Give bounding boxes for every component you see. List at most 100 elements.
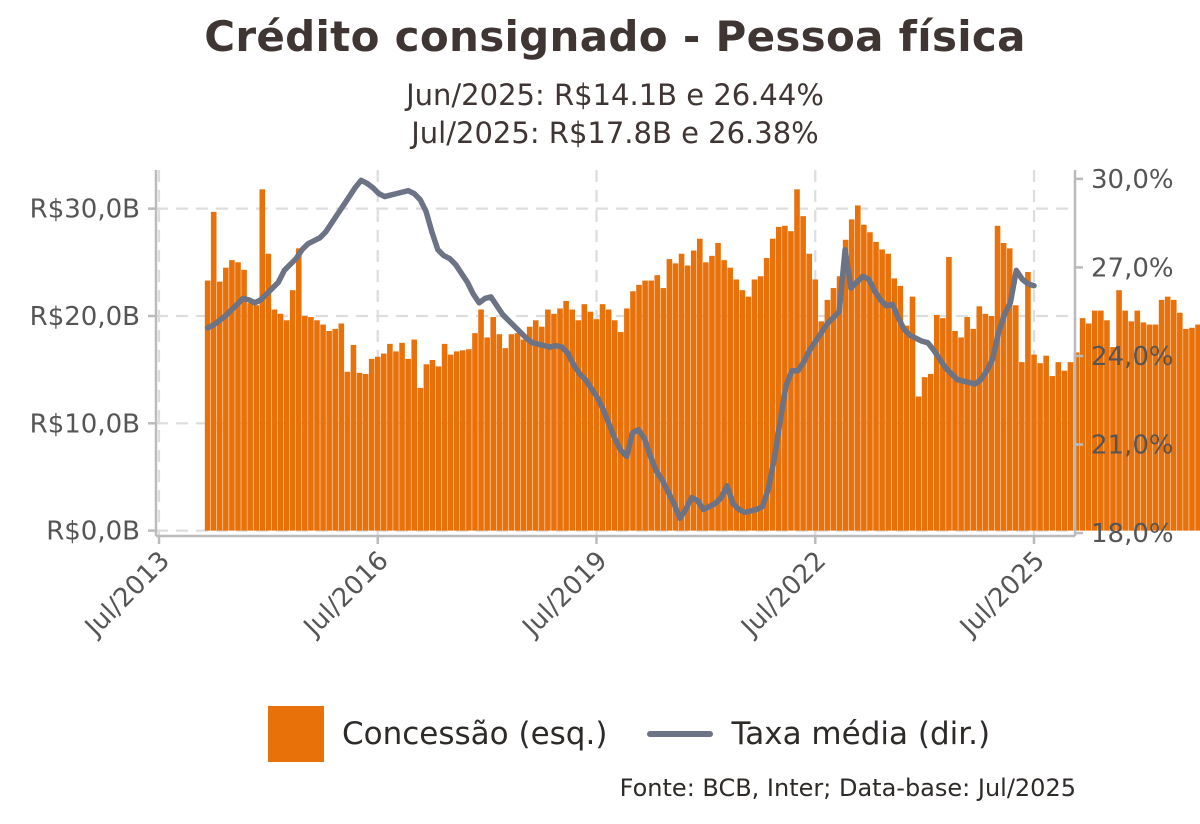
bar	[861, 224, 867, 531]
bar	[666, 259, 673, 531]
bar	[818, 321, 825, 531]
bar	[368, 358, 375, 531]
bar	[247, 303, 253, 531]
bar	[1055, 362, 1062, 531]
bar	[672, 263, 679, 531]
y-right-tick-label: 21,0%	[1091, 431, 1174, 461]
bar	[854, 205, 861, 531]
bar	[241, 269, 247, 531]
bar	[204, 280, 211, 531]
legend-label-taxa-media: Taxa média (dir.)	[731, 716, 991, 752]
bar	[958, 337, 964, 531]
bar	[715, 242, 721, 531]
y-right-tick-label: 27,0%	[1091, 253, 1174, 283]
bar	[964, 317, 970, 531]
y-left-tick-label: R$20,0B	[30, 302, 140, 332]
bar	[721, 260, 727, 531]
bar	[660, 288, 667, 531]
bar	[387, 343, 393, 531]
bar	[915, 396, 922, 531]
y-right-tick-label: 30,0%	[1091, 165, 1174, 195]
bar	[618, 332, 624, 531]
bar	[332, 328, 339, 531]
bar	[381, 353, 387, 531]
bar	[1043, 355, 1049, 531]
bar	[976, 306, 983, 531]
bar	[1061, 370, 1068, 531]
bar	[229, 260, 235, 531]
bar	[320, 324, 326, 531]
bar	[903, 325, 910, 531]
y-left-tick-label: R$10,0B	[30, 409, 140, 439]
bar	[472, 333, 478, 531]
bar	[824, 299, 831, 531]
bar	[654, 275, 661, 531]
bar	[417, 387, 424, 531]
bar	[970, 328, 977, 531]
bar	[873, 241, 879, 531]
bar	[210, 211, 217, 531]
bar	[624, 308, 630, 531]
bar	[1037, 363, 1043, 531]
bar	[526, 326, 533, 531]
bar	[1134, 310, 1141, 531]
bar	[399, 342, 405, 531]
bar	[946, 256, 952, 531]
bar	[1177, 312, 1183, 531]
bar	[557, 308, 563, 531]
bar	[520, 339, 527, 531]
bar	[776, 226, 782, 531]
bar	[405, 358, 411, 531]
bar	[1067, 362, 1074, 531]
bar	[508, 334, 515, 531]
bar-series-concessao	[204, 189, 1200, 531]
bar	[1085, 323, 1092, 531]
bar	[289, 290, 296, 531]
bar	[1116, 290, 1122, 531]
bar	[1104, 320, 1110, 531]
bar	[1195, 324, 1200, 531]
bar	[1128, 321, 1135, 531]
bar	[745, 296, 752, 531]
bar	[709, 255, 715, 531]
bar	[362, 373, 369, 531]
bar	[271, 309, 278, 531]
chart-canvas: R$0,0B R$10,0B R$20,0B R$30,0B 18,0% 21,0% 24,…	[30, 165, 1200, 644]
x-tick-label: Jul/2016	[297, 546, 395, 644]
bar	[551, 313, 557, 531]
bar	[545, 309, 551, 531]
bar	[842, 239, 849, 531]
bar	[429, 359, 436, 531]
bar	[642, 280, 648, 531]
bar	[757, 276, 764, 531]
bar	[484, 337, 490, 531]
chart-subtitle-june: Jun/2025: R$14.1B e 26.44%	[406, 78, 824, 112]
bar	[277, 313, 284, 531]
bar	[1164, 296, 1171, 531]
taxa-media-line	[204, 177, 1037, 522]
bar	[806, 253, 812, 531]
bar	[769, 238, 776, 531]
bar	[1049, 376, 1056, 531]
bar	[411, 339, 417, 531]
bar	[575, 320, 582, 531]
bar	[1122, 310, 1128, 531]
bar	[502, 348, 509, 531]
y-left-tick-label: R$30,0B	[30, 195, 140, 225]
bar	[952, 331, 958, 531]
bar	[460, 350, 466, 531]
bar	[933, 314, 940, 531]
x-tick-label: Jul/2013	[78, 546, 176, 644]
y-right-tick-label: 24,0%	[1091, 342, 1174, 372]
bar	[295, 248, 302, 531]
bar	[478, 309, 484, 531]
bar	[800, 216, 806, 531]
legend-swatch-taxa-media	[647, 731, 714, 737]
bar	[782, 225, 788, 531]
bar	[374, 356, 381, 531]
bar	[338, 323, 345, 531]
bar	[1152, 324, 1159, 531]
bar	[314, 320, 320, 531]
bar	[581, 304, 588, 531]
bar	[1006, 248, 1013, 531]
